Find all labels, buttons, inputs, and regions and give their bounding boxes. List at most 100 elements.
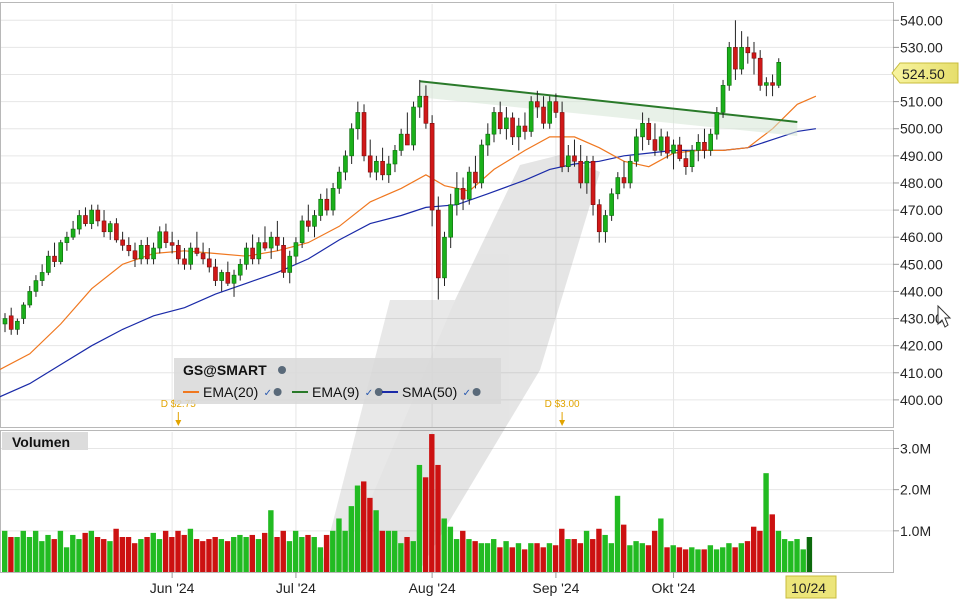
volume-bar [200, 541, 206, 572]
candle [318, 193, 323, 221]
volume-bar [726, 543, 732, 572]
volume-bar [51, 539, 57, 572]
candle-body [151, 247, 156, 260]
candle [541, 96, 546, 129]
price-tick-label: 470.00 [900, 202, 943, 218]
candle-body [306, 220, 311, 227]
candle [52, 242, 57, 268]
volume-bar [193, 539, 200, 572]
candle-body [8, 315, 14, 330]
volume-bar [416, 464, 423, 572]
dividend-label: D $2.75 [161, 399, 196, 410]
candle-body [689, 150, 695, 167]
candle [435, 196, 441, 300]
candle [714, 107, 720, 140]
candle [287, 250, 293, 284]
candle [76, 210, 82, 235]
volume-bar [571, 539, 577, 572]
candle-body [485, 133, 491, 146]
candle [634, 128, 639, 167]
candle-body [541, 106, 546, 124]
candle [658, 128, 664, 156]
price-tick-label: 510.00 [900, 94, 943, 110]
volume-bar [720, 547, 726, 572]
candle-body [454, 188, 460, 205]
candle [343, 150, 348, 181]
candle [590, 155, 596, 216]
candle-body [739, 47, 744, 70]
volume-bar [8, 537, 14, 572]
volume-bar [707, 545, 714, 572]
price-tick-label: 480.00 [900, 175, 943, 191]
volume-bar [398, 543, 404, 572]
volume-tick-label: 1.0M [900, 523, 931, 539]
volume-bar [528, 543, 534, 572]
candle [46, 250, 51, 276]
legend-visible-check-icon[interactable]: ✓ [365, 388, 373, 399]
candle [646, 117, 652, 145]
volume-bar [732, 547, 738, 572]
volume-title: Volumen [12, 434, 70, 450]
volume-bar [627, 545, 633, 572]
candle [132, 242, 138, 268]
volume-bar [305, 534, 311, 572]
volume-bar [590, 539, 596, 572]
candle [355, 101, 361, 140]
volume-bar [633, 541, 639, 572]
candle-body [405, 133, 410, 146]
symbol-settings-icon[interactable] [278, 366, 286, 374]
volume-bar [162, 530, 169, 572]
volume-bar [559, 528, 565, 572]
candle-body [39, 272, 45, 281]
legend-settings-icon[interactable] [472, 388, 481, 396]
candle [386, 155, 392, 183]
volume-bar [800, 549, 806, 572]
legend-settings-icon[interactable] [374, 388, 383, 396]
candle [219, 269, 224, 292]
volume-bar [243, 537, 249, 572]
candle-body [627, 160, 633, 184]
candle-body [770, 82, 775, 86]
trendline [419, 80, 798, 136]
legend-visible-check-icon[interactable]: ✓ [264, 388, 272, 399]
legend-visible-check-icon[interactable]: ✓ [463, 388, 471, 399]
volume-bar [738, 543, 745, 572]
candle [757, 50, 763, 91]
volume-bar [125, 537, 132, 572]
price-tick-label: 500.00 [900, 121, 943, 137]
time-tick-label: Jun '24 [150, 580, 195, 596]
candle-body [398, 133, 404, 151]
candle-body [658, 136, 664, 151]
candle-body [361, 112, 367, 157]
candle [535, 90, 540, 118]
candle [64, 231, 70, 251]
legend-settings-icon[interactable] [273, 388, 282, 396]
volume-bar [20, 530, 26, 572]
volume-bar [63, 547, 70, 572]
candle-body [182, 258, 187, 265]
candle-body [231, 274, 237, 284]
candle-body [466, 171, 472, 200]
candle-body [429, 123, 435, 211]
volume-bar [621, 524, 627, 572]
last-price-tag: 524.50 [891, 62, 959, 84]
candle-body [442, 236, 447, 279]
candle-body [423, 95, 429, 124]
candle-body [114, 223, 119, 241]
candle [504, 107, 509, 140]
candle [126, 237, 132, 257]
candle [275, 220, 280, 251]
candle-body [702, 141, 707, 151]
candle [702, 128, 707, 159]
candle [677, 136, 683, 162]
candle [293, 237, 299, 265]
candle [572, 139, 577, 167]
volume-bar [255, 539, 262, 572]
candle [256, 237, 262, 265]
volume-bar [57, 530, 64, 572]
candle [324, 188, 330, 216]
candle-body [126, 245, 132, 252]
volume-tick-label: 3.0M [900, 440, 931, 456]
candle [330, 182, 336, 216]
